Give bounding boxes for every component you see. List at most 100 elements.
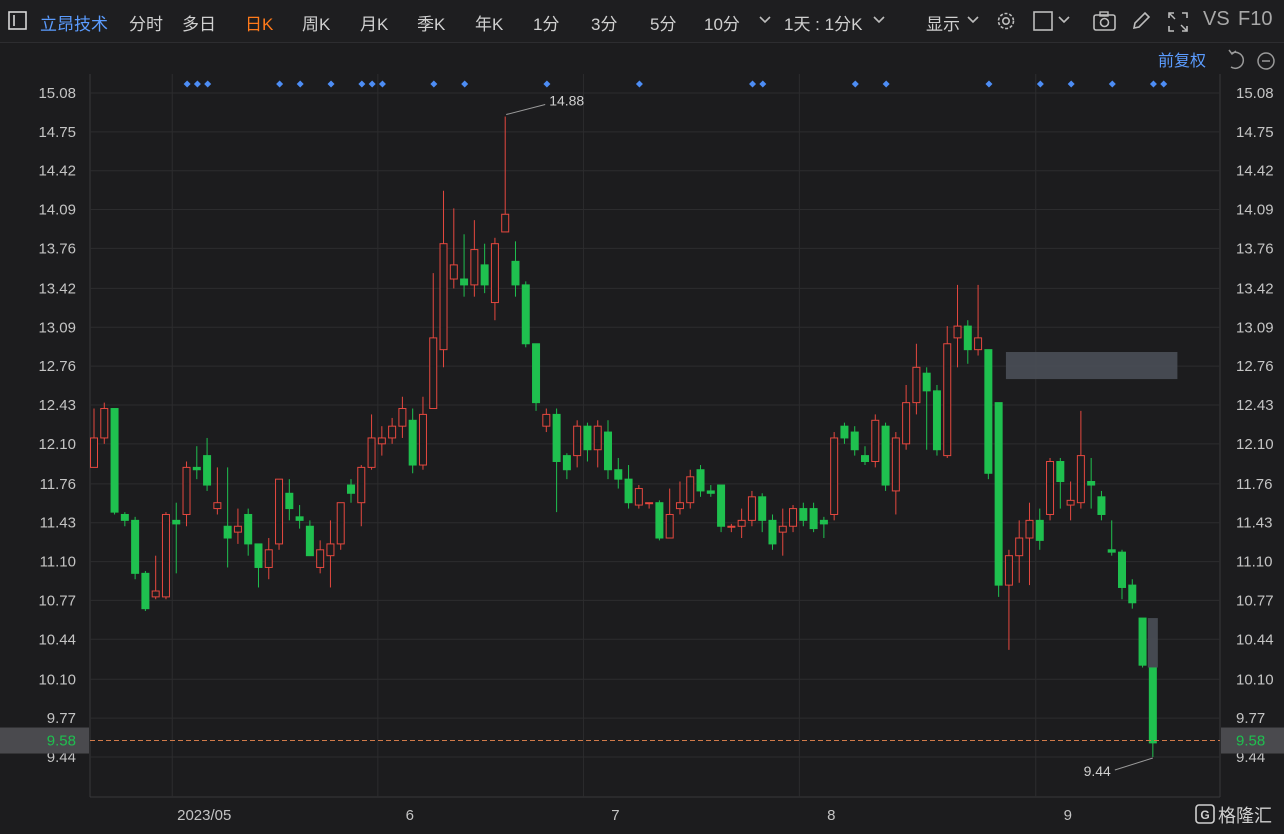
candle-body (275, 478, 284, 545)
tab-3min[interactable]: 3分 (591, 15, 618, 34)
candle-body (768, 519, 777, 545)
event-marker (183, 80, 191, 88)
candle (357, 465, 366, 527)
tab-fenshi[interactable]: 分时 (129, 15, 163, 34)
y-tick-label: 13.76 (1236, 240, 1274, 257)
chart-grid (89, 74, 1221, 798)
fullscreen-icon[interactable] (1166, 10, 1190, 34)
chevron-down-icon[interactable] (758, 15, 772, 25)
y-tick-label: 12.76 (38, 358, 76, 375)
candle-body (717, 484, 726, 527)
candle-body (490, 243, 499, 304)
event-marker (327, 80, 335, 88)
tab-5min[interactable]: 5分 (650, 15, 677, 34)
event-marker (358, 80, 366, 88)
candle (223, 467, 232, 568)
candle-body (182, 466, 191, 515)
candle-body (932, 390, 941, 451)
y-tick-label: 9.77 (47, 710, 76, 727)
candle (562, 453, 571, 480)
candle (264, 538, 273, 580)
candle-body (871, 419, 880, 462)
event-marker (882, 80, 890, 88)
tab-10min[interactable]: 10分 (704, 15, 740, 34)
candle-body (1138, 617, 1147, 666)
candle-body (131, 519, 140, 574)
candle (120, 512, 129, 527)
candle-body (398, 408, 407, 427)
candle (172, 502, 181, 574)
display-menu[interactable]: 显示 (926, 15, 960, 34)
tab-1min[interactable]: 1分 (533, 15, 560, 34)
candle (285, 479, 294, 521)
candle (480, 243, 489, 294)
y-tick-label: 12.76 (1236, 358, 1274, 375)
candle (1148, 667, 1157, 757)
period-select[interactable]: 1天 : 1分K (784, 15, 863, 34)
candle (861, 446, 869, 466)
event-marker (1067, 80, 1075, 88)
adjust-mode-label[interactable]: 前复权 (1158, 52, 1206, 70)
candle-body (326, 543, 335, 557)
y-tick-label: 12.10 (38, 436, 76, 453)
camera-icon[interactable] (1092, 10, 1118, 32)
undo-icon[interactable] (1228, 49, 1245, 70)
event-marker (276, 80, 284, 88)
candle (706, 485, 715, 497)
pencil-icon[interactable] (1130, 10, 1152, 32)
candle-body (1066, 499, 1075, 506)
price-gap-box (1005, 352, 1178, 380)
x-tick-label: 2023/05 (177, 807, 231, 824)
candle (809, 502, 818, 533)
candle-body (254, 543, 263, 568)
candle (1015, 520, 1024, 583)
settings-gear-icon[interactable] (994, 9, 1018, 33)
tab-daily-k[interactable]: 日K (245, 15, 274, 34)
candle-body (604, 431, 612, 471)
candle-body (192, 466, 201, 471)
candle-body (830, 437, 839, 515)
chevron-down-icon[interactable] (966, 15, 980, 25)
candle-body (645, 502, 654, 505)
tab-yearly-k[interactable]: 年K (475, 15, 504, 34)
candle-body (460, 278, 469, 286)
candle (604, 420, 612, 480)
event-marker (430, 80, 438, 88)
y-tick-label: 9.77 (1236, 710, 1265, 727)
checkbox-icon[interactable] (1032, 10, 1054, 32)
candle (655, 500, 664, 541)
current-price-label: 9.58 (1236, 733, 1265, 750)
candle-body (336, 502, 345, 545)
tab-weekly-k[interactable]: 周K (302, 15, 331, 34)
candlestick-chart[interactable]: 15.08 14.75 14.42 14.09 13.76 13.42 13.09 12.76… (0, 42, 1284, 834)
sidebar-icon[interactable] (8, 11, 28, 31)
candle-body (377, 437, 386, 445)
tab-quarterly-k[interactable]: 季K (417, 15, 446, 34)
candle (1138, 617, 1147, 668)
low-price-label: 9.44 (1084, 763, 1111, 779)
candle (1004, 549, 1013, 650)
f10-button[interactable]: F10 (1238, 8, 1273, 30)
tab-multi-day[interactable]: 多日 (182, 15, 216, 34)
event-marker (1108, 80, 1116, 88)
candle-body (141, 572, 150, 610)
x-tick-label: 9 (1064, 807, 1072, 824)
candle (593, 420, 602, 468)
stock-name[interactable]: 立昂技术 (40, 15, 108, 34)
candle-body (1076, 455, 1085, 504)
chevron-down-icon[interactable] (1057, 15, 1071, 25)
candle (727, 523, 736, 533)
candle-body (624, 478, 633, 504)
event-marker (368, 80, 376, 88)
vs-button[interactable]: VS (1203, 8, 1230, 30)
zoom-out-icon[interactable] (1257, 52, 1275, 70)
candle-body (244, 513, 253, 545)
event-marker (378, 80, 386, 88)
candle-body (316, 549, 325, 568)
chevron-down-icon[interactable] (872, 15, 886, 25)
candle-body (799, 508, 808, 521)
candle (203, 437, 212, 491)
candle-body (521, 284, 530, 345)
tab-monthly-k[interactable]: 月K (360, 15, 389, 34)
candle-body (1015, 537, 1024, 557)
